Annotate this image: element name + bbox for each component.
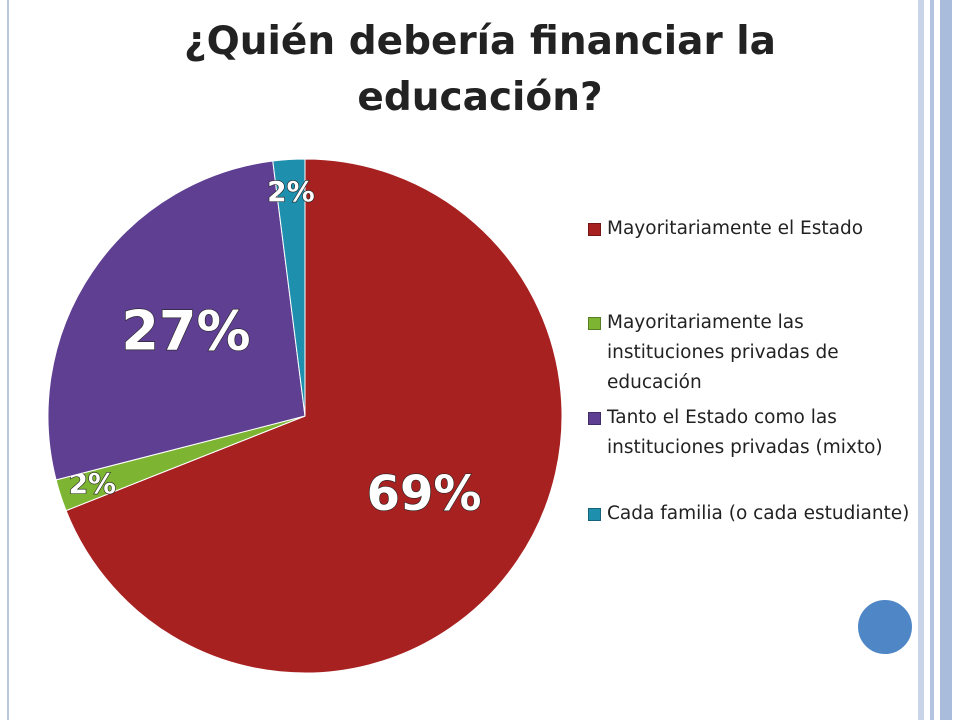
pie-slice xyxy=(272,158,306,417)
data-label: 27% xyxy=(121,300,250,363)
legend-label: Cada familia (o cada estudiante) xyxy=(607,503,910,524)
legend-label: Tanto el Estado como las instituciones p… xyxy=(607,407,883,458)
data-label: 69% xyxy=(367,466,482,522)
chart-title: ¿Quién debería financiar la educación? xyxy=(184,19,776,120)
pie: 69% 2% 27% 2% xyxy=(47,158,563,674)
legend-item: Cada familia (o cada estudiante) xyxy=(588,499,917,529)
pie-slice xyxy=(65,158,563,674)
data-label: 2% xyxy=(267,175,315,208)
slide-stripe xyxy=(930,0,934,720)
data-label: 2% xyxy=(69,467,117,500)
slide-stripe xyxy=(918,0,924,720)
pie-slice xyxy=(47,160,306,481)
legend-label: Mayoritariamente el Estado xyxy=(607,218,864,239)
legend-swatch xyxy=(588,412,601,425)
legend-swatch xyxy=(588,317,601,330)
slide-ornament xyxy=(856,598,914,656)
legend-label: Mayoritariamente las instituciones priva… xyxy=(607,312,839,393)
legend-item: Mayoritariamente las instituciones priva… xyxy=(588,308,917,398)
legend-swatch xyxy=(588,508,601,521)
legend-swatch xyxy=(588,223,601,236)
legend-item: Mayoritariamente el Estado xyxy=(588,214,917,244)
slide-stripe xyxy=(940,0,952,720)
legend-item: Tanto el Estado como las instituciones p… xyxy=(588,403,917,463)
